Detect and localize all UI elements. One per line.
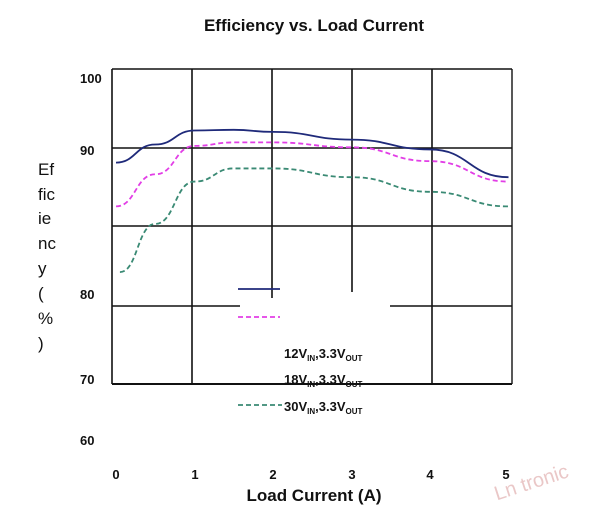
x-tick-label-4: 4: [426, 467, 434, 482]
series-lines: [115, 128, 509, 273]
legend-label-18v: 18VIN,3.3VOUT: [284, 372, 363, 389]
plot-area: [111, 68, 513, 385]
y-tick-label-100: 100: [80, 71, 102, 86]
y-axis-label-line: (: [38, 284, 44, 303]
series-line-2: [119, 167, 509, 273]
y-axis-label-line: nc: [38, 234, 56, 253]
legend-label-12v: 12VIN,3.3VOUT: [284, 346, 363, 363]
series-line-0: [115, 128, 509, 179]
series-line-1: [115, 141, 509, 208]
y-axis-label: Ef fic ie nc y ( % ): [38, 160, 56, 353]
x-tick-label-1: 1: [191, 467, 198, 482]
y-axis-label-line: %: [38, 309, 53, 328]
y-tick-label-60: 60: [80, 433, 94, 448]
y-axis-ticks: 100 90 80 70 60: [80, 71, 102, 448]
y-axis-label-line: Ef: [38, 160, 54, 179]
legend: 12VIN,3.3VOUT 18VIN,3.3VOUT 30VIN,3.3VOU…: [238, 288, 363, 416]
chart-title: Efficiency vs. Load Current: [204, 16, 424, 35]
y-axis-label-line: y: [38, 259, 47, 278]
y-tick-label-90: 90: [80, 143, 94, 158]
x-tick-label-5: 5: [502, 467, 509, 482]
x-axis-ticks: 0 1 2 3 4 5: [112, 467, 509, 482]
x-tick-label-2: 2: [269, 467, 276, 482]
y-axis-label-line: ): [38, 334, 44, 353]
x-axis-label: Load Current (A): [246, 486, 381, 505]
y-axis-label-line: fic: [38, 185, 56, 204]
x-tick-label-0: 0: [112, 467, 119, 482]
y-tick-label-80: 80: [80, 287, 94, 302]
x-tick-label-3: 3: [348, 467, 355, 482]
legend-label-30v: 30VIN,3.3VOUT: [284, 399, 363, 416]
y-tick-label-70: 70: [80, 372, 94, 387]
y-axis-label-line: ie: [38, 209, 51, 228]
